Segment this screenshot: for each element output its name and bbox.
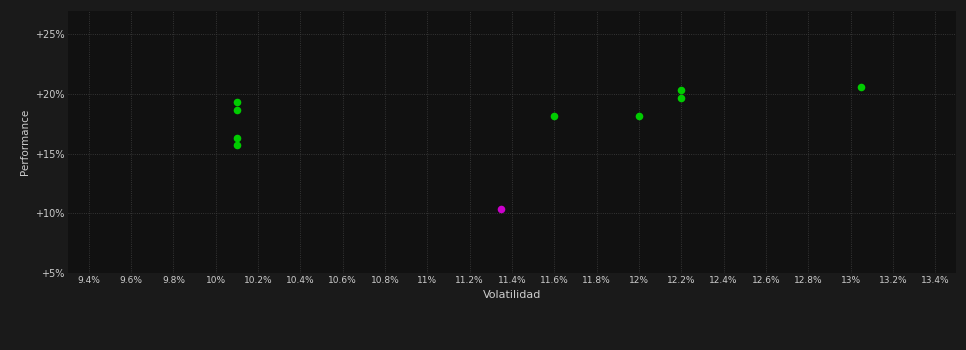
Point (494, 206, 509, 211)
Point (229, 142, 244, 148)
Point (673, 88, 689, 93)
Y-axis label: Performance: Performance (19, 108, 30, 175)
Point (229, 107, 244, 112)
X-axis label: Volatilidad: Volatilidad (483, 290, 541, 300)
Point (853, 84, 868, 90)
Point (547, 113, 562, 118)
Point (229, 100, 244, 105)
Point (631, 113, 646, 118)
Point (229, 135, 244, 141)
Point (673, 95, 689, 100)
